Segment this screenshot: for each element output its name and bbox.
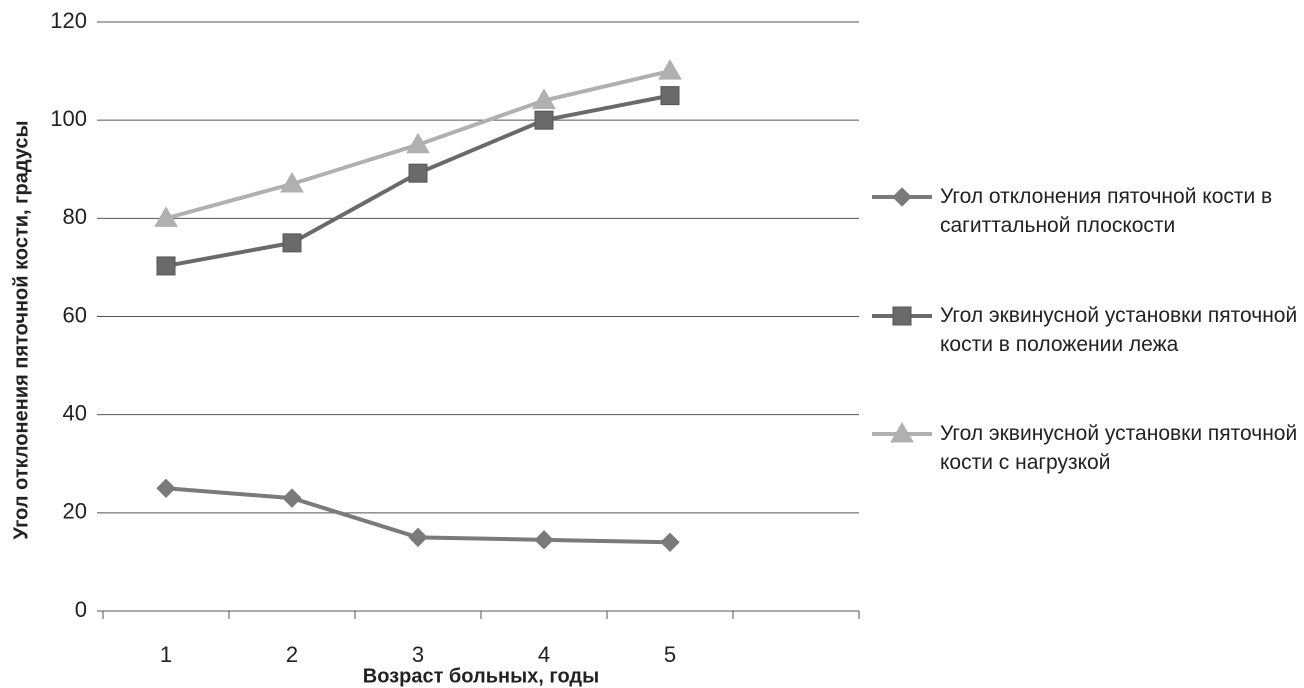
legend-marker — [892, 187, 912, 207]
marker — [406, 132, 430, 154]
marker — [280, 171, 304, 193]
legend-label: Угол эквинусной установки пяточной кости… — [940, 304, 1298, 356]
marker — [156, 256, 176, 276]
marker — [408, 527, 428, 548]
marker — [658, 59, 682, 80]
marker — [408, 163, 428, 183]
y-tick-label: 20 — [63, 499, 87, 524]
y-tick-label: 0 — [75, 597, 87, 622]
x-tick-label: 1 — [160, 642, 172, 667]
marker — [156, 478, 176, 498]
y-tick-label: 120 — [50, 8, 87, 33]
legend-label: Угол отклонения пяточной кости в сагитта… — [940, 185, 1273, 237]
marker — [660, 86, 680, 106]
marker — [534, 110, 554, 130]
marker — [534, 530, 554, 550]
legend-label: Угол эквинусной установки пяточной кости… — [940, 422, 1298, 474]
y-tick-label: 80 — [63, 204, 87, 229]
y-axis-title: Угол отклонения пяточной кости, градусы — [10, 120, 32, 539]
marker — [282, 488, 302, 508]
marker — [532, 88, 556, 110]
y-tick-label: 60 — [63, 302, 87, 327]
x-tick-label: 2 — [286, 642, 298, 667]
marker — [660, 532, 680, 552]
y-tick-label: 100 — [50, 106, 87, 131]
x-tick-label: 3 — [412, 642, 424, 667]
marker — [282, 233, 302, 253]
legend-marker — [890, 422, 914, 443]
x-axis-title: Возраст больных, годы — [363, 665, 599, 687]
x-tick-label: 5 — [664, 642, 676, 667]
marker — [154, 206, 178, 227]
legend-marker — [892, 306, 912, 326]
y-tick-label: 40 — [63, 400, 87, 425]
x-tick-label: 4 — [538, 642, 550, 667]
